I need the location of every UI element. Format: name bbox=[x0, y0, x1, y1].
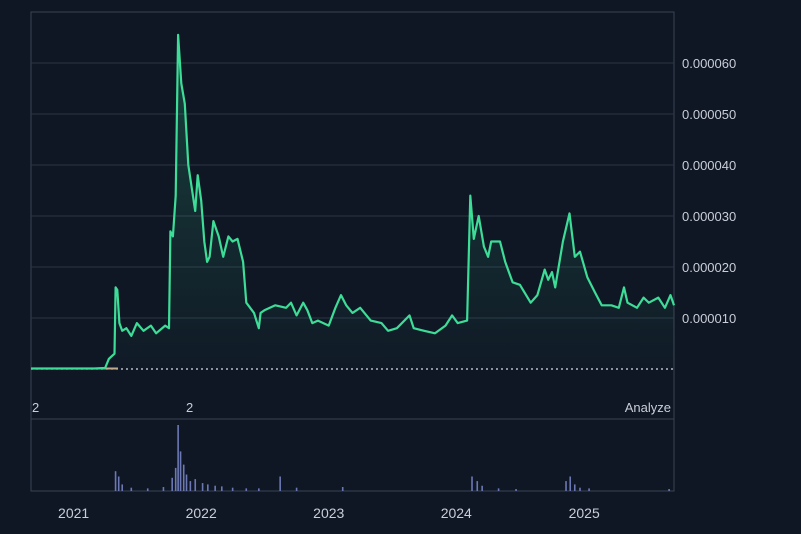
volume-bar bbox=[515, 489, 517, 491]
volume-bar bbox=[341, 487, 344, 491]
volume-bar bbox=[130, 487, 133, 491]
volume-bar bbox=[476, 481, 479, 491]
price-area-fill bbox=[31, 34, 674, 370]
volume-bar bbox=[295, 487, 298, 491]
y-tick-label: 0.000060 bbox=[682, 56, 736, 71]
x-axis-ticks: 2021 2022 2023 2024 2025 bbox=[58, 505, 600, 521]
volume-bar bbox=[171, 477, 173, 491]
volume-bar bbox=[245, 488, 248, 491]
volume-bar bbox=[565, 481, 567, 491]
y-tick-label: 0.000030 bbox=[682, 209, 736, 224]
x-tick-label: 2023 bbox=[313, 505, 344, 521]
volume-bar bbox=[121, 484, 124, 491]
volume-bar bbox=[221, 486, 223, 491]
volume-bar bbox=[279, 476, 281, 491]
volume-bar bbox=[569, 476, 572, 491]
volume-bar bbox=[579, 487, 581, 491]
volume-bar bbox=[182, 464, 185, 491]
volume-bar bbox=[481, 485, 483, 491]
volume-bar bbox=[207, 484, 209, 491]
volume-bar bbox=[214, 485, 216, 491]
chart-frame bbox=[30, 11, 675, 492]
x-tick-label: 2022 bbox=[186, 505, 217, 521]
volume-bar bbox=[117, 476, 120, 491]
overlay-label-left: 2 bbox=[32, 400, 39, 415]
volume-bar bbox=[162, 487, 165, 491]
price-line bbox=[31, 33, 676, 370]
volume-bar bbox=[573, 484, 576, 491]
y-tick-label: 0.000050 bbox=[682, 107, 736, 122]
volume-bar bbox=[189, 481, 192, 491]
volume-bar bbox=[185, 474, 188, 491]
volume-bar bbox=[588, 488, 590, 491]
volume-bar bbox=[177, 425, 179, 491]
volume-bar bbox=[471, 476, 473, 491]
volume-bar bbox=[668, 489, 670, 491]
volume-bar bbox=[114, 471, 117, 491]
volume-bar bbox=[194, 479, 197, 491]
volume-bar bbox=[258, 488, 260, 491]
x-tick-label: 2025 bbox=[569, 505, 600, 521]
analyze-link[interactable]: Analyze bbox=[625, 400, 671, 415]
volume-bar bbox=[174, 467, 177, 491]
y-tick-label: 0.000040 bbox=[682, 158, 736, 173]
y-tick-label: 0.000010 bbox=[682, 311, 736, 326]
volume-bars bbox=[114, 425, 670, 491]
volume-bar bbox=[179, 451, 182, 491]
volume-bar bbox=[146, 488, 149, 491]
x-tick-label: 2021 bbox=[58, 505, 89, 521]
y-tick-label: 0.000020 bbox=[682, 260, 736, 275]
volume-bar bbox=[201, 483, 204, 491]
y-axis-ticks: 0.000010 0.000020 0.000030 0.000040 0.000050… bbox=[682, 56, 736, 326]
volume-bar bbox=[231, 487, 234, 491]
x-tick-label: 2024 bbox=[441, 505, 472, 521]
volume-bar bbox=[497, 488, 500, 491]
overlay-label-mid: 2 bbox=[186, 400, 193, 415]
